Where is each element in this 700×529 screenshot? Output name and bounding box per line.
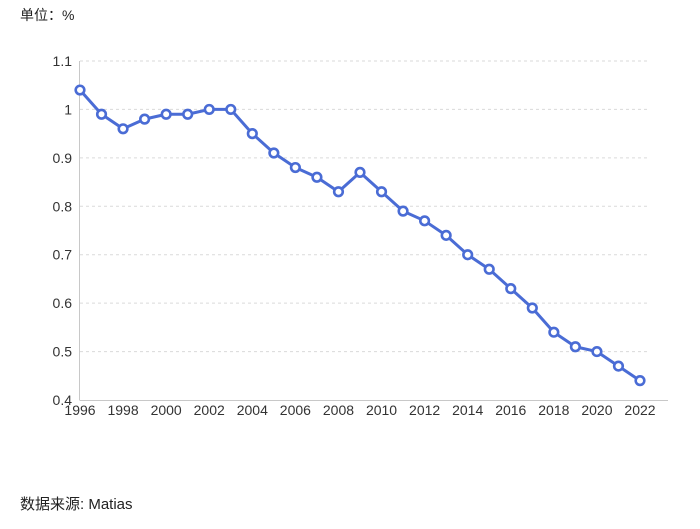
y-tick-label: 0.4	[53, 392, 73, 408]
data-point	[332, 186, 345, 198]
y-tick-label: 0.9	[53, 150, 73, 166]
data-point	[311, 171, 323, 183]
data-point	[160, 108, 172, 120]
x-tick-label: 2018	[538, 402, 569, 418]
data-point	[74, 84, 86, 96]
x-tick-label: 2010	[366, 402, 397, 418]
y-tick-label: 0.7	[53, 247, 73, 263]
y-tick-label: 1	[64, 101, 72, 117]
unit-label: 单位：%	[20, 7, 75, 23]
data-point	[612, 360, 625, 372]
y-tick-label: 0.6	[53, 295, 73, 311]
x-tick-label: 1996	[64, 402, 95, 418]
x-tick-label: 2016	[495, 402, 526, 418]
data-point	[397, 205, 409, 217]
x-tick-label: 2014	[452, 402, 483, 418]
x-tick-label: 2020	[581, 402, 612, 418]
data-point	[569, 341, 581, 353]
data-point	[591, 345, 603, 358]
data-point	[225, 103, 237, 116]
x-tick-label: 2004	[237, 402, 268, 418]
data-point	[139, 113, 151, 125]
x-tick-label: 2006	[280, 402, 311, 418]
data-point	[182, 108, 194, 120]
data-point	[268, 147, 280, 159]
data-point	[203, 103, 215, 116]
y-tick-label: 0.5	[53, 344, 73, 360]
data-point	[117, 123, 129, 135]
data-point	[375, 186, 388, 198]
data-point	[526, 302, 538, 314]
x-tick-label: 2000	[151, 402, 182, 418]
data-point	[548, 326, 560, 338]
x-tick-label: 2012	[409, 402, 440, 418]
data-source-label: 数据来源: Matias	[20, 496, 133, 513]
data-point	[289, 161, 301, 174]
data-point	[483, 263, 495, 275]
data-point	[462, 249, 474, 261]
data-point	[95, 108, 108, 120]
data-point	[634, 375, 646, 387]
x-tick-label: 1998	[107, 402, 138, 418]
data-point	[505, 283, 517, 295]
y-tick-label: 0.8	[53, 198, 73, 214]
data-point	[440, 229, 452, 241]
x-tick-label: 2022	[624, 402, 655, 418]
data-point	[246, 128, 258, 140]
y-tick-label: 1.1	[53, 53, 73, 69]
x-tick-label: 2002	[194, 402, 225, 418]
x-tick-label: 2008	[323, 402, 354, 418]
data-point	[419, 215, 431, 227]
data-point	[354, 166, 366, 178]
